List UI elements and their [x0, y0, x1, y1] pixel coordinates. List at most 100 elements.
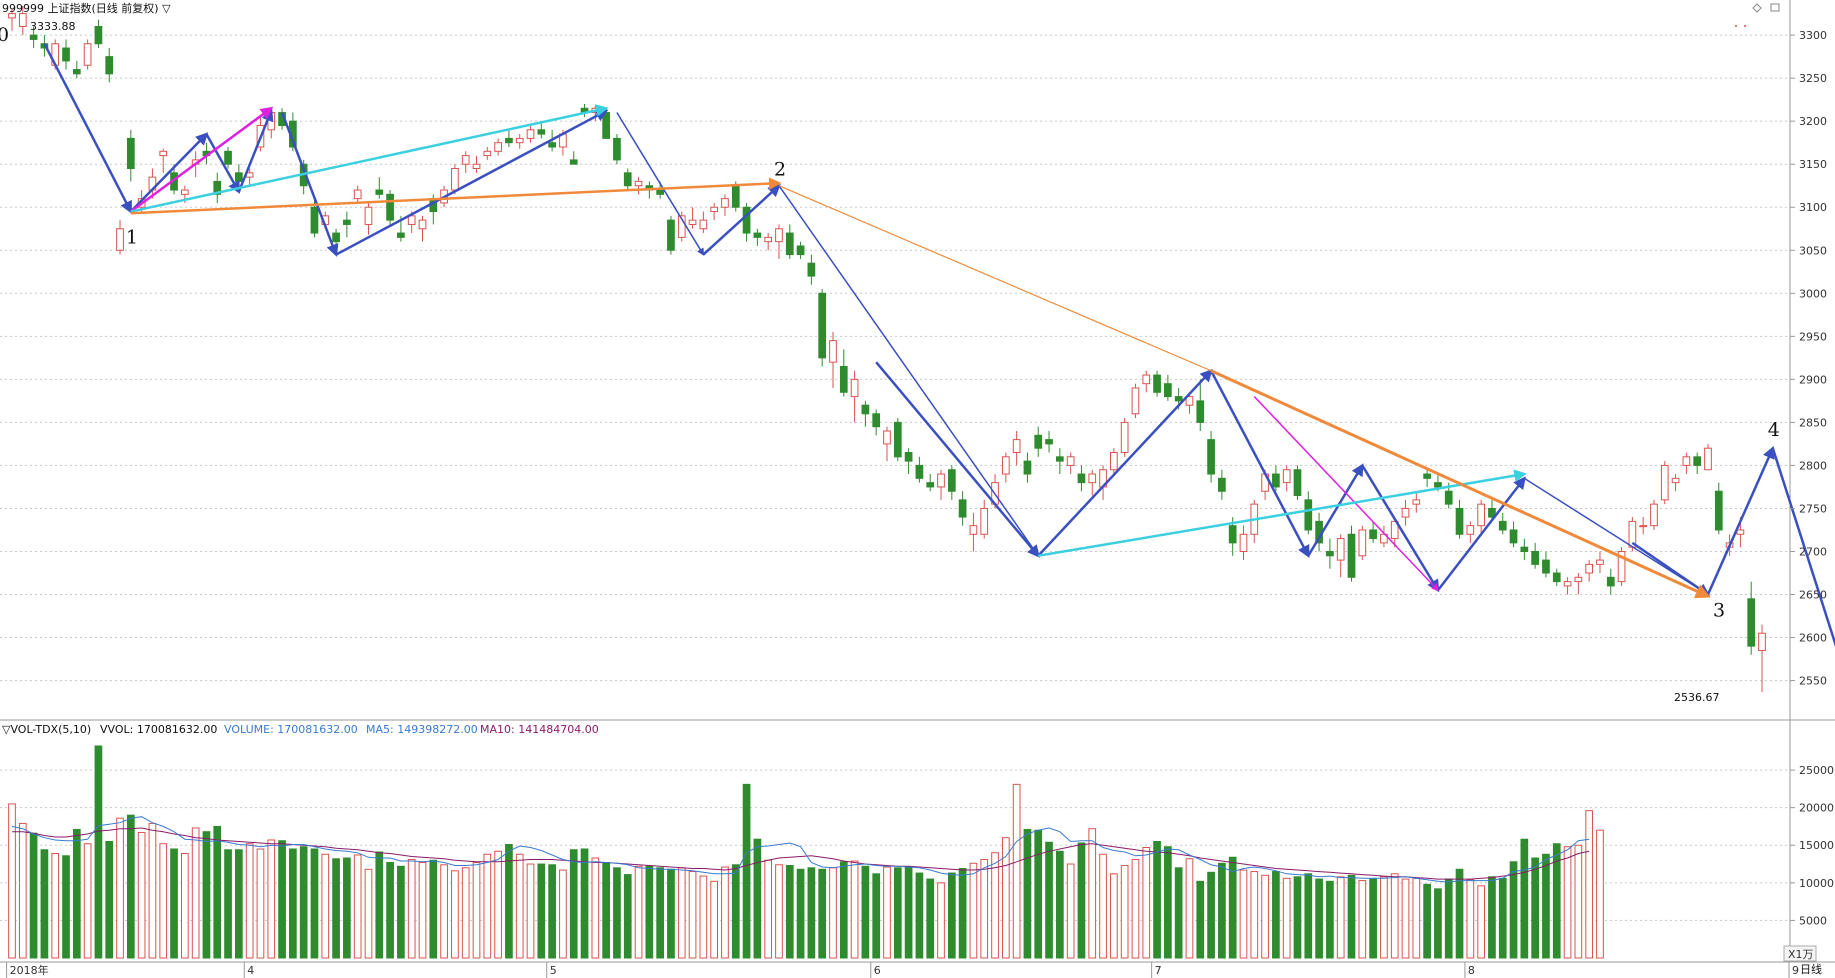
candle-body	[796, 245, 805, 256]
candle-body	[613, 137, 621, 161]
candle-body	[1142, 374, 1151, 385]
volume-bar	[850, 860, 859, 959]
candle-body	[1531, 550, 1539, 565]
candle	[1250, 499, 1259, 543]
candle	[667, 215, 675, 255]
candlesticks	[8, 5, 1766, 693]
candle	[775, 224, 783, 259]
volume-bar	[278, 840, 286, 959]
volume-bar	[580, 848, 589, 959]
candle-body	[548, 142, 556, 148]
candle	[1650, 499, 1658, 530]
candle-body	[1412, 499, 1421, 505]
ma5-line	[11, 816, 1590, 883]
price-tick-label: 3250	[1799, 72, 1827, 85]
volume-bar	[1023, 828, 1032, 959]
volume-bar	[883, 866, 891, 959]
candle	[883, 426, 891, 462]
volume-bar	[807, 867, 816, 959]
candle	[1045, 431, 1053, 453]
candle	[62, 39, 70, 70]
wave-line	[130, 106, 274, 213]
candle-body	[1012, 439, 1021, 454]
candle	[904, 448, 913, 475]
candle-body	[1444, 490, 1453, 505]
candle	[613, 134, 621, 165]
wave-count-labels: 012345	[0, 24, 1780, 621]
candle	[753, 228, 762, 246]
candle	[1347, 525, 1356, 582]
candle	[1617, 547, 1626, 586]
volume-bar	[839, 861, 848, 959]
wave-label: 1	[126, 227, 138, 249]
wave-label: 4	[1768, 419, 1780, 441]
candle	[1077, 465, 1086, 492]
candle	[29, 26, 38, 49]
volume-bar	[94, 745, 103, 959]
candle	[472, 155, 481, 173]
candle-body	[1704, 447, 1712, 471]
volume-bar	[526, 863, 535, 959]
wave-line	[1210, 369, 1711, 599]
candle-body	[807, 262, 816, 277]
candle	[580, 103, 589, 117]
price-tick-label: 3100	[1799, 201, 1827, 214]
wave-line	[1253, 396, 1439, 592]
volume-bar	[1228, 856, 1237, 959]
candle	[1574, 573, 1583, 595]
candle	[1131, 383, 1140, 419]
volume-bar	[915, 872, 924, 959]
volume-bar	[688, 871, 697, 959]
wave-label: 0	[0, 24, 9, 46]
volume-tick-label: 15000	[1799, 839, 1834, 852]
chart-title: 999999 上证指数(日线 前复权) ▽	[2, 1, 171, 15]
maximize-icon[interactable]	[1770, 3, 1780, 12]
candle-body	[893, 421, 902, 458]
volume-bar	[1066, 863, 1075, 959]
volume-bar	[1423, 883, 1431, 959]
wave-line	[616, 112, 705, 256]
candle	[764, 233, 773, 251]
candle-body	[1272, 473, 1280, 488]
volume-bar	[483, 853, 492, 959]
candle	[1509, 521, 1518, 548]
volume-bar	[969, 862, 978, 959]
volume-bar	[1185, 858, 1194, 959]
volume-bar	[51, 853, 60, 959]
candle	[1758, 624, 1766, 693]
period-label[interactable]: 日线	[1800, 962, 1822, 976]
candle	[343, 211, 351, 238]
candle-body	[407, 215, 416, 225]
volume-bar	[1293, 876, 1302, 959]
candle	[937, 469, 945, 500]
candle-body	[969, 525, 978, 535]
candle-body	[1131, 387, 1140, 415]
candle-body	[1671, 477, 1680, 484]
volume-bar	[775, 864, 783, 959]
candle	[224, 147, 232, 169]
close-dots-icon	[1735, 25, 1746, 27]
candle-body	[213, 180, 222, 195]
volume-bar	[785, 865, 794, 959]
candle-body	[451, 168, 459, 191]
price-axis: 2550 2600 2650 2700 2750 2800 2850 2900 2950 3000…	[1790, 29, 1827, 688]
candle	[721, 194, 729, 216]
volume-bar	[1574, 844, 1583, 959]
volume-bar	[137, 831, 146, 959]
wave-line	[237, 108, 274, 193]
candle	[1336, 534, 1345, 578]
date-tick-label: 5	[550, 964, 557, 977]
candle-body	[699, 219, 708, 230]
candle	[1531, 542, 1539, 569]
date-tick-label: 4	[247, 964, 254, 977]
candle	[1488, 499, 1496, 522]
restore-icon[interactable]	[1752, 3, 1762, 13]
volume-bar	[159, 843, 168, 959]
candle	[1390, 517, 1399, 548]
volume-bar	[418, 862, 427, 959]
end-value-label: 2536.67	[1674, 691, 1720, 704]
candle-body	[461, 155, 470, 165]
wave-line	[130, 177, 782, 215]
volume-bar	[1261, 874, 1269, 959]
wave-line	[875, 361, 1040, 558]
